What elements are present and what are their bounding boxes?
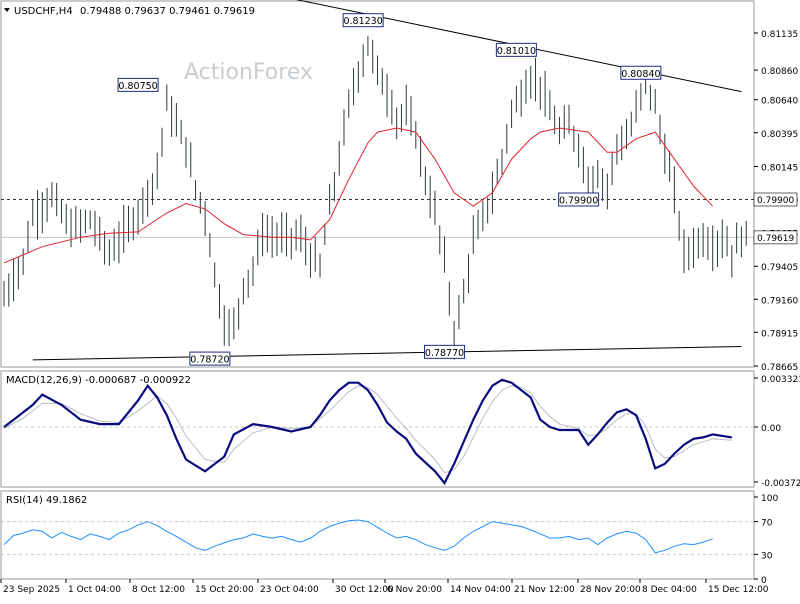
price-label-box — [495, 42, 537, 57]
watermark: ActionForex — [184, 60, 313, 85]
time-tick-label: 8 Oct 12:00 — [132, 585, 185, 595]
price-tick-label: 0.80640 — [761, 97, 798, 107]
macd-tick-label: -0.003723 — [761, 479, 800, 489]
time-tick-label: 30 Oct 12:00 — [335, 585, 394, 595]
current-price-flag: 0.79619 — [757, 234, 794, 244]
price-label-box — [117, 77, 159, 92]
time-tick-label: 15 Oct 20:00 — [195, 585, 254, 595]
time-tick-label: 23 Sep 2025 — [3, 585, 60, 595]
price-axis: 0.81135 0.80860 0.80640 0.80395 0.80145 0.799… — [753, 30, 798, 373]
price-pane: ActionForex 0.80750 0.81230 0.81010 0.80840… — [0, 0, 798, 373]
price-label-box — [620, 65, 662, 80]
rsi-tick-label: 0 — [761, 576, 767, 586]
price-tick-label: 0.80145 — [761, 163, 798, 173]
macd-tick-label: 0.00 — [761, 424, 781, 434]
price-label: 0.81230 — [343, 16, 382, 27]
price-label: 0.79900 — [559, 196, 598, 207]
time-tick-label: 15 Dec 12:00 — [708, 585, 769, 595]
time-tick-label: 8 Dec 04:00 — [642, 585, 697, 595]
rsi-line — [3, 519, 713, 554]
time-axis: 23 Sep 2025 1 Oct 04:00 8 Oct 12:00 15 Oct … — [0, 579, 769, 595]
triangle-down-icon[interactable] — [4, 8, 10, 12]
rsi-pane: 100 70 30 0 RSI(14) 49.1862 — [0, 490, 778, 586]
rsi-axis: 100 70 30 0 — [754, 494, 778, 586]
price-label: 0.81010 — [497, 46, 536, 57]
price-tick-label: 0.80860 — [761, 67, 798, 77]
time-tick-label: 23 Oct 04:00 — [260, 585, 319, 595]
time-tick-label: 6 Nov 20:00 — [387, 585, 442, 595]
macd-title: MACD(12,26,9) -0.000687 -0.000922 — [6, 375, 191, 386]
time-tick-label: 14 Nov 04:00 — [450, 585, 511, 595]
price-label: 0.80840 — [621, 69, 660, 80]
level-flag: 0.79900 — [757, 196, 794, 206]
symbol-title: USDCHF,H4 — [14, 6, 73, 17]
macd-signal-line — [3, 385, 732, 474]
macd-pane: 0.003321 0.00 -0.003723 MACD(12,26,9) -0.0… — [0, 370, 800, 489]
price-label-box — [558, 192, 600, 207]
price-label: 0.78720 — [190, 355, 229, 366]
rsi-title: RSI(14) 49.1862 — [6, 495, 87, 506]
price-label: 0.78770 — [425, 348, 464, 359]
rsi-tick-label: 100 — [761, 494, 778, 504]
level-flag-box — [753, 192, 798, 207]
price-label-box — [424, 344, 466, 359]
trendline-lower — [32, 345, 742, 361]
price-label-box — [342, 13, 384, 28]
price-grid — [1, 199, 754, 238]
price-annotations: 0.80750 0.81230 0.81010 0.80840 0.79900 0.787… — [117, 13, 662, 366]
symbol-bar: USDCHF,H4 0.79488 0.79637 0.79461 0.7961… — [4, 6, 255, 17]
time-tick-label: 21 Nov 12:00 — [514, 585, 575, 595]
time-tick-label: 1 Oct 04:00 — [68, 585, 121, 595]
rsi-tick-label: 30 — [761, 551, 773, 561]
macd-tick-label: 0.003321 — [761, 375, 800, 385]
price-tick-label: 0.79405 — [761, 263, 798, 273]
macd-main-line — [3, 378, 732, 486]
time-tick-label: 28 Nov 20:00 — [580, 585, 641, 595]
macd-axis: 0.003321 0.00 -0.003723 — [754, 375, 800, 489]
rsi-line — [3, 519, 713, 554]
rsi-tick-label: 70 — [761, 519, 773, 529]
price-label: 0.80750 — [118, 81, 157, 92]
price-label-box — [189, 351, 231, 366]
price-tick-label: 0.81135 — [761, 30, 798, 40]
moving-average-line — [3, 127, 714, 264]
price-tick-label: 0.79160 — [761, 296, 798, 306]
current-price-flag-box — [753, 230, 798, 245]
price-tick-label: 0.78915 — [761, 329, 798, 339]
macd-lines — [3, 378, 732, 486]
price-tick-label: 0.80395 — [761, 130, 798, 140]
price-tick-label: 0.78665 — [761, 363, 798, 373]
ohlc-readout: 0.79488 0.79637 0.79461 0.79619 — [80, 6, 255, 17]
